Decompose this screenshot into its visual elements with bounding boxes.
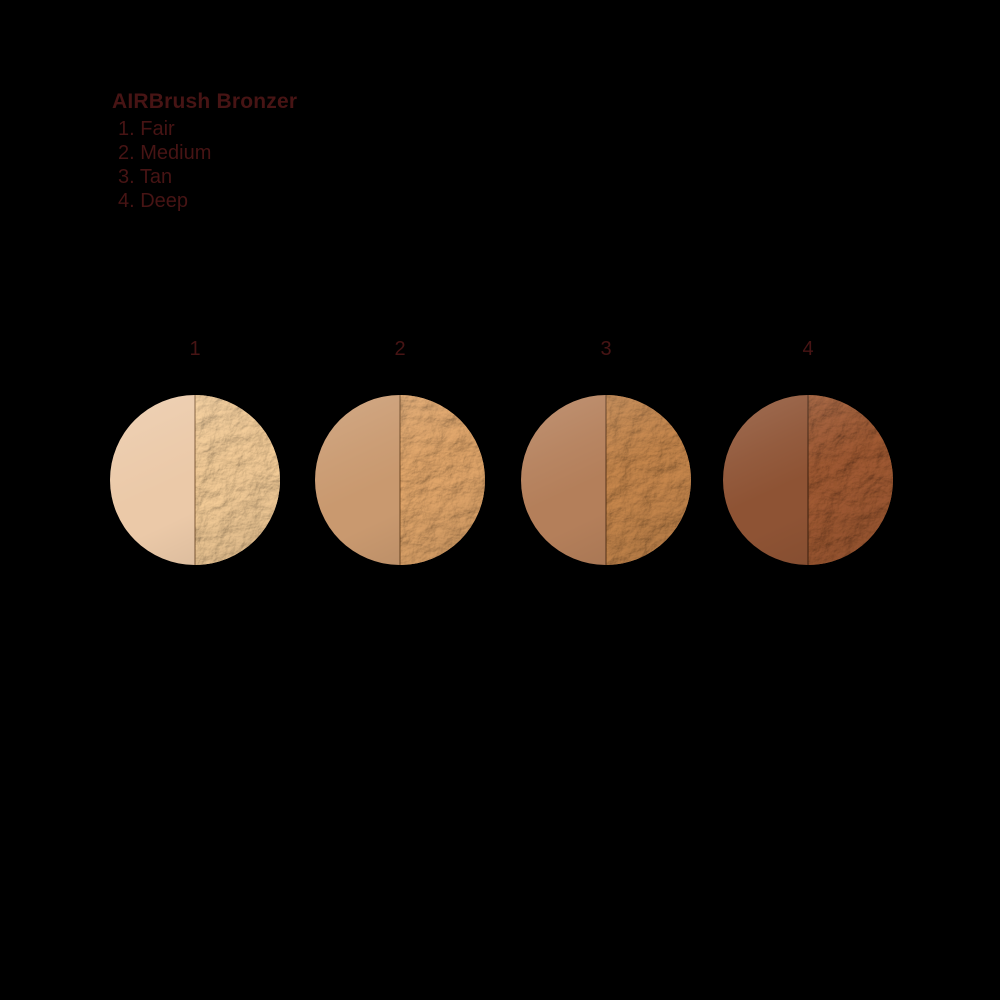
swatch-seam bbox=[399, 395, 401, 565]
swatch-circle bbox=[315, 395, 485, 565]
swatch-number: 4 bbox=[802, 338, 814, 360]
product-legend: AIRBrush Bronzer 1. Fair 2. Medium 3. Ta… bbox=[112, 90, 297, 213]
swatch-circle bbox=[521, 395, 691, 565]
crushed-powder-texture bbox=[606, 395, 691, 565]
shade-list: 1. Fair 2. Medium 3. Tan 4. Deep bbox=[112, 117, 297, 213]
crushed-powder-texture bbox=[400, 395, 485, 565]
shade-item-medium: 2. Medium bbox=[118, 142, 212, 164]
shade-item-tan: 3. Tan bbox=[118, 166, 173, 188]
swatch-number: 2 bbox=[394, 338, 406, 360]
product-title: AIRBrush Bronzer bbox=[112, 90, 298, 113]
swatch-tan: 3 bbox=[521, 338, 691, 565]
swatch-seam bbox=[807, 395, 809, 565]
swatch-seam bbox=[194, 395, 196, 565]
swatch-circle bbox=[110, 395, 280, 565]
shade-item-fair: 1. Fair bbox=[118, 118, 175, 140]
crushed-powder-texture bbox=[195, 395, 280, 565]
swatch-circle bbox=[723, 395, 893, 565]
swatch-number: 3 bbox=[600, 338, 612, 360]
swatch-deep: 4 bbox=[723, 338, 893, 565]
swatch-seam bbox=[605, 395, 607, 565]
swatch-number: 1 bbox=[189, 338, 201, 360]
shade-item-deep: 4. Deep bbox=[118, 190, 189, 212]
swatch-medium: 2 bbox=[315, 338, 485, 565]
swatch-fair: 1 bbox=[110, 338, 280, 565]
crushed-powder-texture bbox=[808, 395, 893, 565]
